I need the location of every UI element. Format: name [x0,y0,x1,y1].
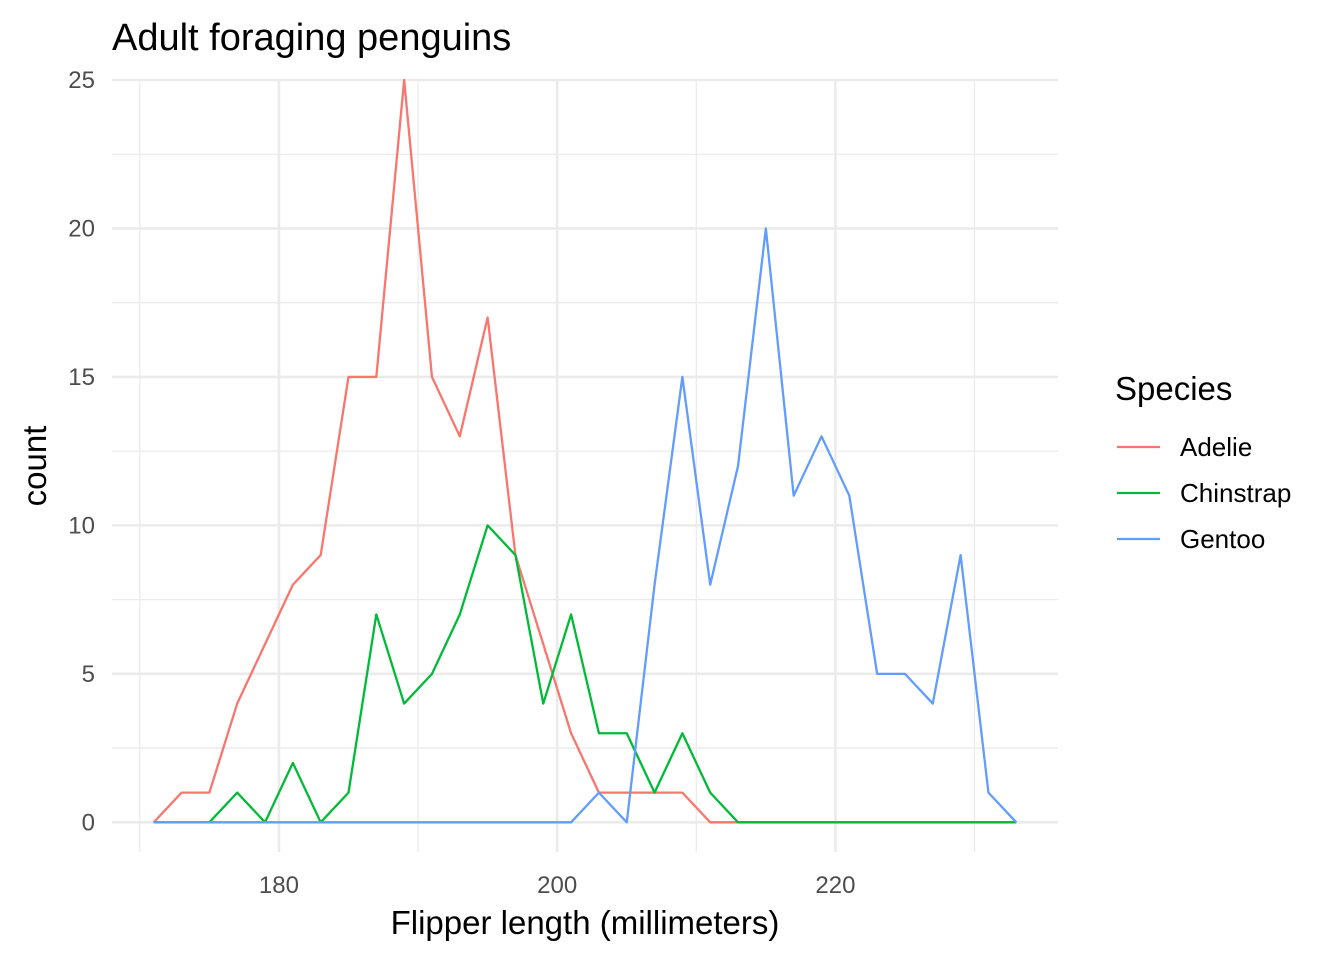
legend-label-chinstrap: Chinstrap [1180,478,1291,508]
y-tick-label: 10 [68,512,95,539]
x-axis-title: Flipper length (millimeters) [391,904,780,941]
chart-title: Adult foraging penguins [112,17,511,59]
legend-label-gentoo: Gentoo [1180,524,1265,554]
y-tick-label: 25 [68,67,95,94]
grid [112,78,1058,852]
y-tick-label: 5 [82,661,95,688]
legend-items: Adelie Chinstrap Gentoo [1117,432,1291,554]
legend-title: Species [1115,370,1232,407]
series-line-chinstrap [153,524,1017,824]
y-axis-title: count [16,426,53,507]
x-tick-label: 220 [815,872,855,899]
legend: Species Adelie Chinstrap Gentoo [1115,370,1291,554]
y-tick-label: 15 [68,364,95,391]
x-tick-labels: 180 200 220 [259,872,856,899]
x-tick-label: 200 [537,872,577,899]
y-tick-label: 20 [68,215,95,242]
legend-label-adelie: Adelie [1180,432,1252,462]
x-tick-label: 180 [259,872,299,899]
series-line-gentoo [153,227,1018,824]
y-tick-label: 0 [82,809,95,836]
y-tick-labels: 0 5 10 15 20 25 [68,67,95,836]
series-lines [152,78,1018,824]
